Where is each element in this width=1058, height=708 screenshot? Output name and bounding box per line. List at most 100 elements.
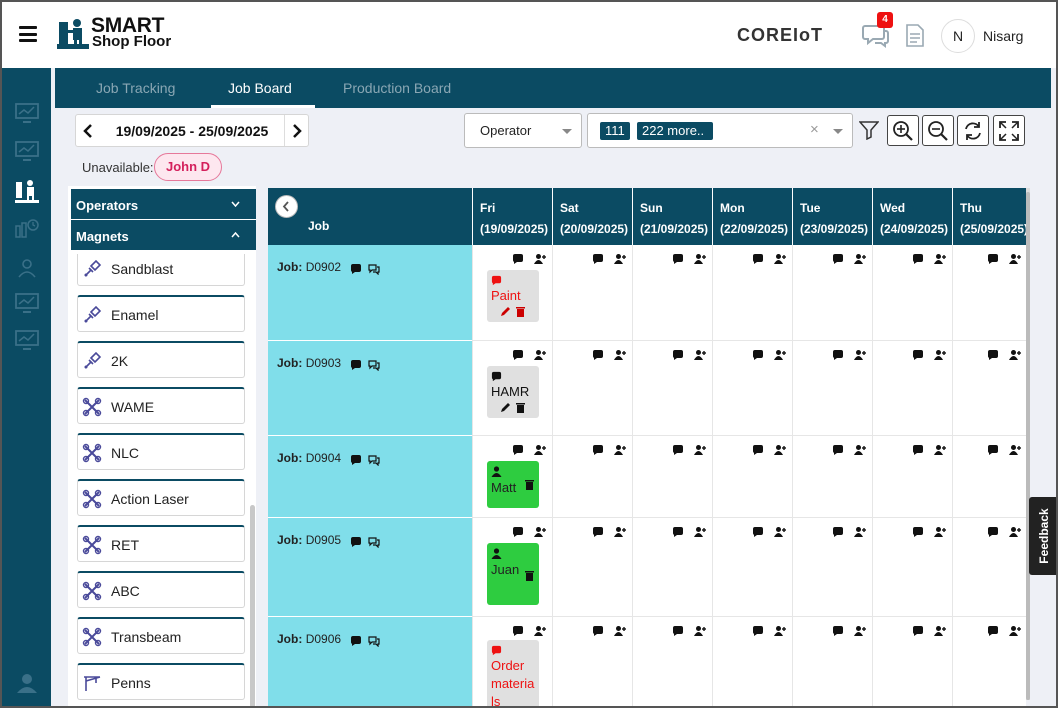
day-cell[interactable] bbox=[872, 245, 952, 341]
add-user-icon[interactable] bbox=[534, 252, 546, 264]
add-user-icon[interactable] bbox=[1009, 443, 1021, 455]
task-card[interactable]: Order materials bbox=[487, 640, 539, 708]
day-cell[interactable] bbox=[792, 245, 872, 341]
comment-icon[interactable] bbox=[752, 348, 764, 360]
collapse-panel-button[interactable] bbox=[275, 195, 298, 218]
magnet-item[interactable]: Sandblast bbox=[77, 254, 245, 286]
day-cell[interactable] bbox=[792, 518, 872, 617]
comment-icon[interactable] bbox=[912, 624, 924, 636]
day-cell[interactable] bbox=[872, 341, 952, 436]
comment-icon[interactable] bbox=[592, 348, 604, 360]
add-user-icon[interactable] bbox=[774, 348, 786, 360]
clear-selection-icon[interactable]: × bbox=[810, 121, 819, 138]
add-user-icon[interactable] bbox=[1009, 348, 1021, 360]
comment-icon[interactable] bbox=[672, 348, 684, 360]
magnet-item[interactable]: RET bbox=[77, 525, 245, 562]
feedback-button[interactable]: Feedback bbox=[1029, 497, 1058, 575]
filter-icon[interactable] bbox=[859, 120, 879, 140]
comments-icon[interactable] bbox=[368, 535, 380, 549]
add-user-icon[interactable] bbox=[1009, 624, 1021, 636]
comment-icon[interactable] bbox=[512, 348, 524, 360]
trash-icon[interactable] bbox=[515, 401, 526, 416]
add-user-icon[interactable] bbox=[534, 624, 546, 636]
comment-icon[interactable] bbox=[672, 525, 684, 537]
comment-icon[interactable] bbox=[512, 252, 524, 264]
job-cell[interactable]: Job: D0905 bbox=[268, 518, 472, 617]
comment-icon[interactable] bbox=[752, 443, 764, 455]
day-cell[interactable] bbox=[632, 245, 712, 341]
add-user-icon[interactable] bbox=[1009, 252, 1021, 264]
refresh-button[interactable] bbox=[957, 115, 989, 146]
magnets-section-header[interactable]: Magnets bbox=[71, 220, 256, 250]
day-cell[interactable] bbox=[952, 341, 1026, 436]
day-cell[interactable] bbox=[712, 617, 792, 708]
add-user-icon[interactable] bbox=[534, 443, 546, 455]
day-cell[interactable] bbox=[712, 341, 792, 436]
comment-icon[interactable] bbox=[592, 443, 604, 455]
time-chart-icon[interactable] bbox=[15, 218, 39, 238]
report-monitor-icon[interactable] bbox=[15, 293, 39, 313]
previous-week-button[interactable] bbox=[76, 115, 100, 146]
comment-icon[interactable] bbox=[350, 358, 362, 370]
task-card[interactable]: Paint bbox=[487, 270, 539, 322]
day-cell[interactable] bbox=[552, 617, 632, 708]
add-user-icon[interactable] bbox=[854, 525, 866, 537]
comment-icon[interactable] bbox=[350, 262, 362, 274]
dashboard-monitor-icon[interactable] bbox=[15, 103, 39, 123]
add-user-icon[interactable] bbox=[854, 624, 866, 636]
add-user-icon[interactable] bbox=[694, 348, 706, 360]
add-user-icon[interactable] bbox=[694, 443, 706, 455]
day-cell[interactable]: Matt bbox=[472, 436, 552, 518]
day-cell[interactable] bbox=[552, 436, 632, 518]
comment-icon[interactable] bbox=[912, 525, 924, 537]
day-cell[interactable] bbox=[952, 245, 1026, 341]
magnet-item[interactable]: Enamel bbox=[77, 295, 245, 332]
add-user-icon[interactable] bbox=[854, 443, 866, 455]
add-user-icon[interactable] bbox=[774, 252, 786, 264]
add-user-icon[interactable] bbox=[694, 624, 706, 636]
fullscreen-button[interactable] bbox=[993, 115, 1025, 146]
comment-icon[interactable] bbox=[832, 252, 844, 264]
user-name[interactable]: Nisarg bbox=[983, 28, 1024, 44]
day-cell[interactable] bbox=[792, 436, 872, 518]
shop-floor-worker-icon[interactable] bbox=[15, 178, 39, 204]
day-cell[interactable] bbox=[792, 341, 872, 436]
tab-job-tracking[interactable]: Job Tracking bbox=[96, 80, 176, 96]
day-cell[interactable] bbox=[632, 436, 712, 518]
comment-icon[interactable] bbox=[592, 624, 604, 636]
comment-icon[interactable] bbox=[350, 453, 362, 465]
comment-icon[interactable] bbox=[350, 535, 362, 547]
day-cell[interactable] bbox=[552, 341, 632, 436]
comment-icon[interactable] bbox=[672, 252, 684, 264]
presenter-icon[interactable] bbox=[15, 258, 39, 278]
day-cell[interactable] bbox=[632, 617, 712, 708]
comment-icon[interactable] bbox=[832, 348, 844, 360]
avatar[interactable]: N bbox=[941, 19, 975, 53]
day-cell[interactable] bbox=[632, 341, 712, 436]
add-user-icon[interactable] bbox=[614, 525, 626, 537]
comments-icon[interactable] bbox=[368, 634, 380, 648]
comment-icon[interactable] bbox=[987, 252, 999, 264]
comment-icon[interactable] bbox=[752, 624, 764, 636]
document-icon[interactable] bbox=[906, 24, 924, 47]
add-user-icon[interactable] bbox=[854, 348, 866, 360]
add-user-icon[interactable] bbox=[614, 624, 626, 636]
add-user-icon[interactable] bbox=[1009, 525, 1021, 537]
add-user-icon[interactable] bbox=[534, 525, 546, 537]
add-user-icon[interactable] bbox=[694, 525, 706, 537]
trash-icon[interactable] bbox=[524, 478, 535, 493]
comment-icon[interactable] bbox=[672, 624, 684, 636]
add-user-icon[interactable] bbox=[934, 624, 946, 636]
add-user-icon[interactable] bbox=[934, 443, 946, 455]
add-user-icon[interactable] bbox=[774, 443, 786, 455]
production-monitor-icon[interactable] bbox=[15, 330, 39, 350]
trash-icon[interactable] bbox=[524, 569, 535, 584]
tab-job-board[interactable]: Job Board bbox=[228, 80, 292, 96]
day-cell[interactable] bbox=[632, 518, 712, 617]
app-logo[interactable]: SMART Shop Floor bbox=[57, 15, 171, 52]
comment-icon[interactable] bbox=[832, 525, 844, 537]
magnet-item[interactable]: Action Laser bbox=[77, 479, 245, 516]
day-cell[interactable] bbox=[872, 617, 952, 708]
tab-production-board[interactable]: Production Board bbox=[343, 80, 452, 96]
add-user-icon[interactable] bbox=[934, 525, 946, 537]
